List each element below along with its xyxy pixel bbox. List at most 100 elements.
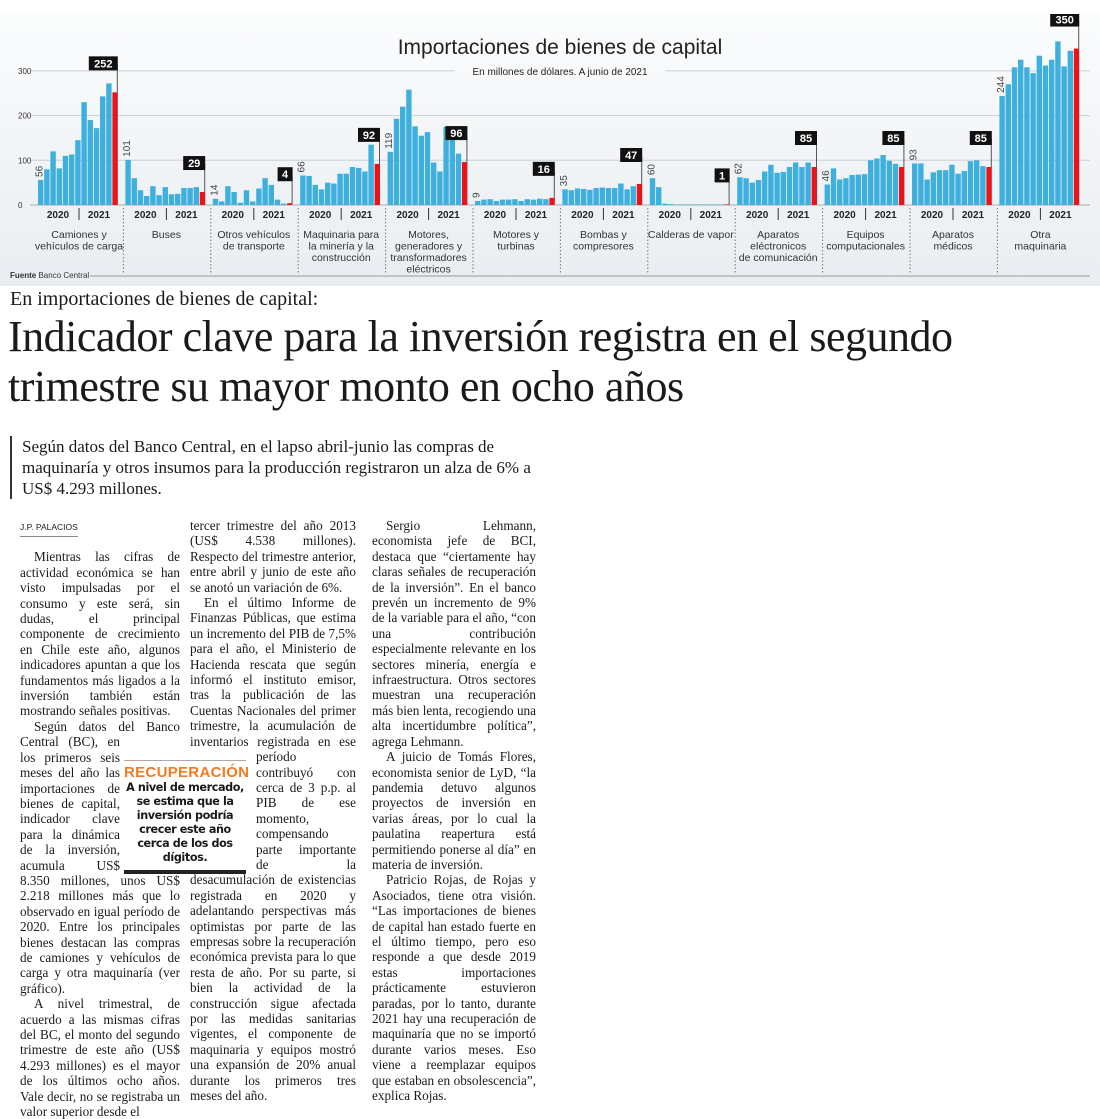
value-label-box — [969, 131, 992, 146]
bar — [193, 187, 199, 205]
chart-source: Fuente Banco Central — [10, 271, 89, 280]
y-tick-label: 300 — [18, 67, 32, 76]
bar — [181, 188, 187, 205]
paragraph: Según datos del Banco Central (BC), en l… — [20, 718, 180, 996]
article-headline: Indicador clave para la inversión regist… — [8, 312, 953, 411]
bar — [281, 203, 287, 205]
bar — [443, 126, 449, 205]
bar — [574, 188, 581, 205]
category-label: maquinaria — [1014, 241, 1066, 253]
last-value-label: 16 — [538, 164, 550, 176]
bar — [325, 182, 331, 205]
bar — [680, 204, 687, 205]
bar — [1030, 73, 1036, 205]
first-value-label: 101 — [122, 140, 133, 157]
category-label: Motores, — [408, 229, 449, 241]
last-value-label: 96 — [450, 128, 462, 140]
bar — [318, 189, 325, 205]
paragraph: Mientras las cifras de actividad económi… — [20, 549, 180, 719]
bar-latest — [724, 204, 730, 205]
first-value-label: 66 — [297, 161, 308, 173]
bar — [499, 199, 506, 205]
value-label-box — [88, 56, 118, 71]
paragraph: Sergio Lehmann, economista jefe de BCI, … — [372, 518, 536, 749]
paragraph: A juicio de Tomás Flores, economista sen… — [372, 749, 536, 872]
first-value-label: 9 — [472, 192, 483, 198]
year-label-2021: 2021 — [175, 210, 198, 221]
bar — [400, 106, 406, 205]
year-label-2021: 2021 — [1049, 210, 1072, 221]
bar-latest — [549, 197, 555, 205]
category-label: turbinas — [497, 241, 534, 253]
bar — [506, 199, 512, 205]
first-value-label: 56 — [35, 165, 46, 177]
year-label-2020: 2020 — [47, 210, 70, 221]
bar — [543, 199, 549, 205]
bar — [656, 187, 662, 205]
bar — [1049, 59, 1055, 205]
bar — [880, 154, 886, 205]
bar — [1055, 41, 1061, 205]
last-value-label: 85 — [887, 133, 899, 145]
bar — [618, 183, 624, 205]
category-label: generadores y — [395, 241, 463, 253]
bar — [144, 196, 150, 205]
bar — [768, 164, 774, 205]
bar — [106, 83, 112, 205]
year-label-2020: 2020 — [484, 210, 507, 221]
article-deck: Según datos del Banco Central, en el lap… — [10, 436, 532, 499]
bar — [455, 153, 462, 205]
bar — [87, 120, 93, 205]
year-label-2020: 2020 — [222, 210, 245, 221]
category-label: médicos — [933, 241, 972, 253]
bar-latest — [899, 167, 905, 205]
pullquote-title: RECUPERACIÓN — [124, 764, 250, 781]
year-label-2021: 2021 — [874, 210, 897, 221]
bar — [980, 166, 986, 205]
bar — [237, 202, 243, 205]
bar — [356, 167, 362, 205]
bar — [774, 172, 780, 205]
bar — [274, 199, 281, 205]
last-value-label: 4 — [282, 169, 289, 181]
category-label: Otra — [1030, 229, 1051, 241]
bar — [475, 200, 481, 205]
bar — [568, 190, 574, 205]
bar — [418, 135, 424, 205]
category-label: transformadores — [390, 252, 466, 264]
bar — [1024, 67, 1030, 205]
bar — [1042, 65, 1049, 205]
bar — [967, 161, 974, 205]
bar — [431, 162, 437, 205]
category-label: Buses — [152, 229, 181, 241]
article-byline: J.P. PALACIOS — [20, 520, 78, 538]
value-label-box — [1050, 14, 1080, 27]
bar — [762, 171, 768, 205]
bar — [300, 175, 306, 205]
value-label-box — [620, 147, 643, 162]
bar — [256, 188, 262, 205]
bar — [219, 201, 225, 205]
paragraph: tercer trimestre del año 2013 (US$ 4.538… — [190, 518, 356, 595]
bar — [855, 174, 861, 205]
chart-source-name: Banco Central — [38, 271, 89, 280]
article-kicker: En importaciones de bienes de capital: — [10, 288, 319, 310]
category-label: eléctronicos — [750, 241, 806, 253]
bar — [537, 198, 543, 205]
value-label-box — [358, 127, 380, 142]
bar — [874, 158, 880, 205]
bar-latest — [986, 167, 992, 205]
bar-latest — [1073, 48, 1080, 205]
chart-source-label: Fuente — [10, 271, 37, 280]
bar — [449, 136, 455, 205]
bar — [412, 126, 418, 205]
last-value-label: 29 — [188, 158, 200, 170]
value-label-box — [714, 168, 730, 183]
first-value-label: 244 — [996, 76, 1007, 93]
bar — [612, 188, 618, 205]
bar — [387, 151, 393, 205]
bar — [886, 160, 892, 205]
bar — [481, 199, 487, 205]
bar — [780, 171, 786, 205]
last-value-label: 350 — [1056, 15, 1074, 27]
